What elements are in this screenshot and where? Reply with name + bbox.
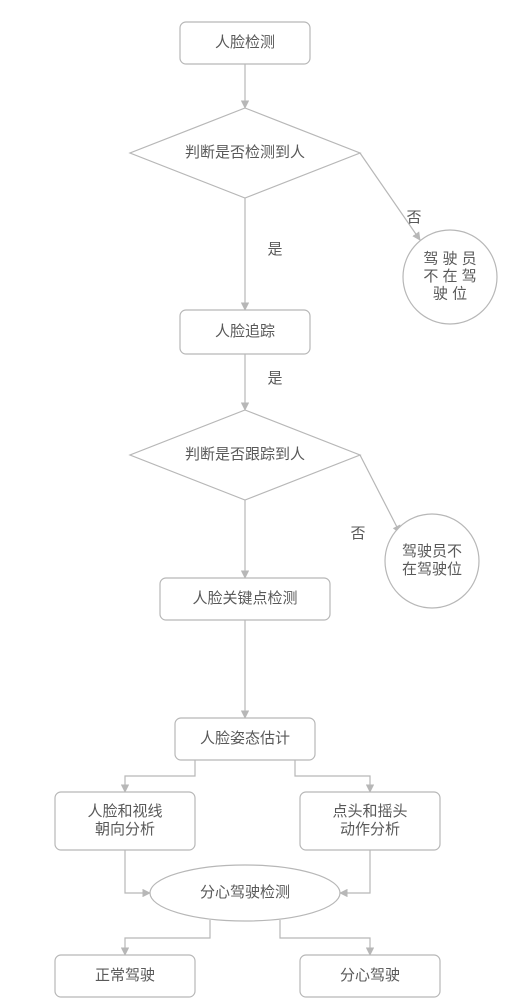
edge-label: 否	[350, 525, 365, 542]
edge	[360, 455, 400, 533]
node-n_dec_detected: 判断是否检测到人	[130, 108, 360, 198]
edge	[125, 760, 195, 792]
node-n_face_track: 人脸追踪	[180, 310, 310, 354]
node-n_distracted: 分心驾驶检测	[150, 865, 340, 921]
node-n_nod_shake: 点头和摇头动作分析	[300, 792, 440, 850]
node-label: 分心驾驶检测	[200, 884, 290, 901]
node-label: 人脸和视线朝向分析	[87, 803, 162, 838]
node-label: 判断是否跟踪到人	[185, 446, 305, 463]
node-label: 人脸追踪	[215, 323, 275, 340]
edge	[360, 153, 420, 240]
node-n_normal: 正常驾驶	[55, 955, 195, 997]
node-n_dec_tracked: 判断是否跟踪到人	[130, 410, 360, 500]
edge	[295, 760, 370, 792]
node-label: 点头和摇头动作分析	[332, 803, 407, 838]
edge	[125, 850, 150, 893]
edge-label: 是	[267, 241, 282, 258]
node-n_circ_absent2: 驾驶员不在驾驶位	[385, 514, 479, 608]
node-label: 人脸关键点检测	[192, 590, 297, 607]
node-label: 正常驾驶	[95, 967, 155, 984]
edge	[125, 920, 210, 955]
node-n_circ_absent1: 驾 驶 员不 在 驾驶 位	[403, 230, 497, 324]
node-n_face_detect: 人脸检测	[180, 22, 310, 64]
node-label: 人脸检测	[215, 34, 275, 51]
node-n_keypoints: 人脸关键点检测	[160, 578, 330, 620]
node-label: 分心驾驶	[340, 967, 400, 984]
node-label: 人脸姿态估计	[200, 730, 290, 747]
flowchart-canvas: 是否是否人脸检测判断是否检测到人人脸追踪驾 驶 员不 在 驾驶 位判断是否跟踪到…	[0, 0, 513, 1000]
node-label: 判断是否检测到人	[185, 144, 305, 161]
edge	[340, 850, 370, 893]
edge-label: 是	[267, 370, 282, 387]
edge-label: 否	[406, 209, 421, 226]
node-label: 驾驶员不在驾驶位	[402, 543, 462, 578]
edge	[280, 920, 370, 955]
node-n_distract_out: 分心驾驶	[300, 955, 440, 997]
nodes-layer: 人脸检测判断是否检测到人人脸追踪 驾 驶 员不 在 驾驶 位判断是否跟踪到人驾驶员…	[55, 22, 497, 997]
node-n_face_gaze: 人脸和视线朝向分析	[55, 792, 195, 850]
node-n_pose: 人脸姿态估计	[175, 718, 315, 760]
